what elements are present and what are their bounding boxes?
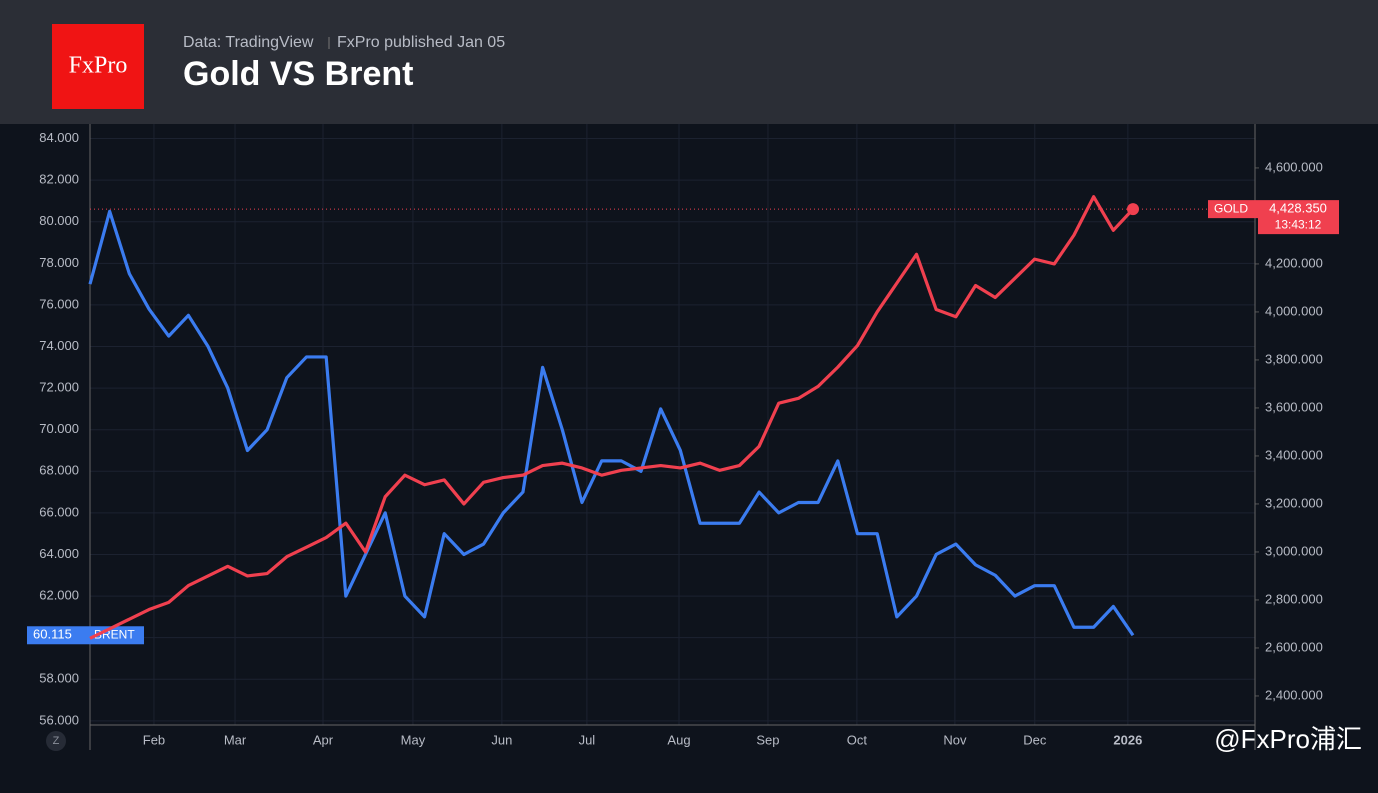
y2-tick-label: 3,800.000	[1265, 351, 1323, 366]
y2-tick-label: 4,600.000	[1265, 159, 1323, 174]
y2-tick-label: 2,800.000	[1265, 591, 1323, 606]
y2-tick-label: 3,400.000	[1265, 447, 1323, 462]
published: FxPro published Jan 05	[337, 34, 505, 51]
y-tick-label: 70.000	[39, 421, 79, 436]
y-tick-label: 62.000	[39, 588, 79, 603]
x-tick-label: Jun	[491, 732, 512, 747]
price-label: 4,428.350	[1269, 201, 1327, 216]
x-tick-label: Aug	[667, 732, 690, 747]
x-tick-label: Oct	[847, 732, 868, 747]
x-tick-label: Apr	[313, 732, 334, 747]
header	[0, 0, 1378, 124]
y-tick-label: 76.000	[39, 296, 79, 311]
x-tick-label: 2026	[1113, 732, 1142, 747]
chart-title: Gold VS Brent	[183, 55, 413, 93]
x-tick-label: Jul	[579, 732, 596, 747]
y-tick-label: 56.000	[39, 712, 79, 727]
y-tick-label: 80.000	[39, 213, 79, 228]
y2-tick-label: 3,000.000	[1265, 543, 1323, 558]
y2-tick-label: 3,200.000	[1265, 495, 1323, 510]
y-tick-label: 68.000	[39, 463, 79, 478]
price-tag	[1258, 200, 1339, 235]
y-tick-label: 84.000	[39, 130, 79, 145]
price-label: 60.115	[33, 627, 72, 642]
time-label: 13:43:12	[1275, 217, 1322, 231]
zoom-label: Z	[53, 735, 60, 747]
y-tick-label: 78.000	[39, 255, 79, 270]
price-tag	[1208, 200, 1258, 219]
y-tick-label: 64.000	[39, 546, 79, 561]
logo	[52, 24, 144, 109]
y2-tick-label: 3,600.000	[1265, 399, 1323, 414]
x-tick-label: Sep	[756, 732, 779, 747]
x-tick-label: Mar	[224, 732, 247, 747]
y2-tick-label: 4,000.000	[1265, 303, 1323, 318]
y-tick-label: 74.000	[39, 338, 79, 353]
x-tick-label: May	[401, 732, 426, 747]
last-point	[1126, 203, 1139, 216]
line	[88, 209, 1135, 637]
watermark: @FxPro浦汇	[1214, 724, 1362, 754]
y-tick-label: 82.000	[39, 172, 79, 187]
y-tick-label: 72.000	[39, 380, 79, 395]
zoom-button[interactable]	[46, 731, 66, 751]
y2-tick-label: 2,600.000	[1265, 639, 1323, 654]
y-tick-label: 58.000	[39, 671, 79, 686]
line	[89, 195, 1135, 640]
logo-text: FxPro	[69, 53, 128, 79]
x-tick-label: Dec	[1023, 732, 1047, 747]
y2-tick-label: 4,200.000	[1265, 255, 1323, 270]
y2-tick-label: 2,400.000	[1265, 687, 1323, 702]
legend-label: GOLD	[1214, 201, 1248, 215]
source: Data: TradingView	[183, 34, 314, 51]
y-tick-label: 66.000	[39, 504, 79, 519]
x-tick-label: Nov	[943, 732, 967, 747]
price-tag	[27, 626, 144, 645]
x-tick-label: Feb	[143, 732, 165, 747]
